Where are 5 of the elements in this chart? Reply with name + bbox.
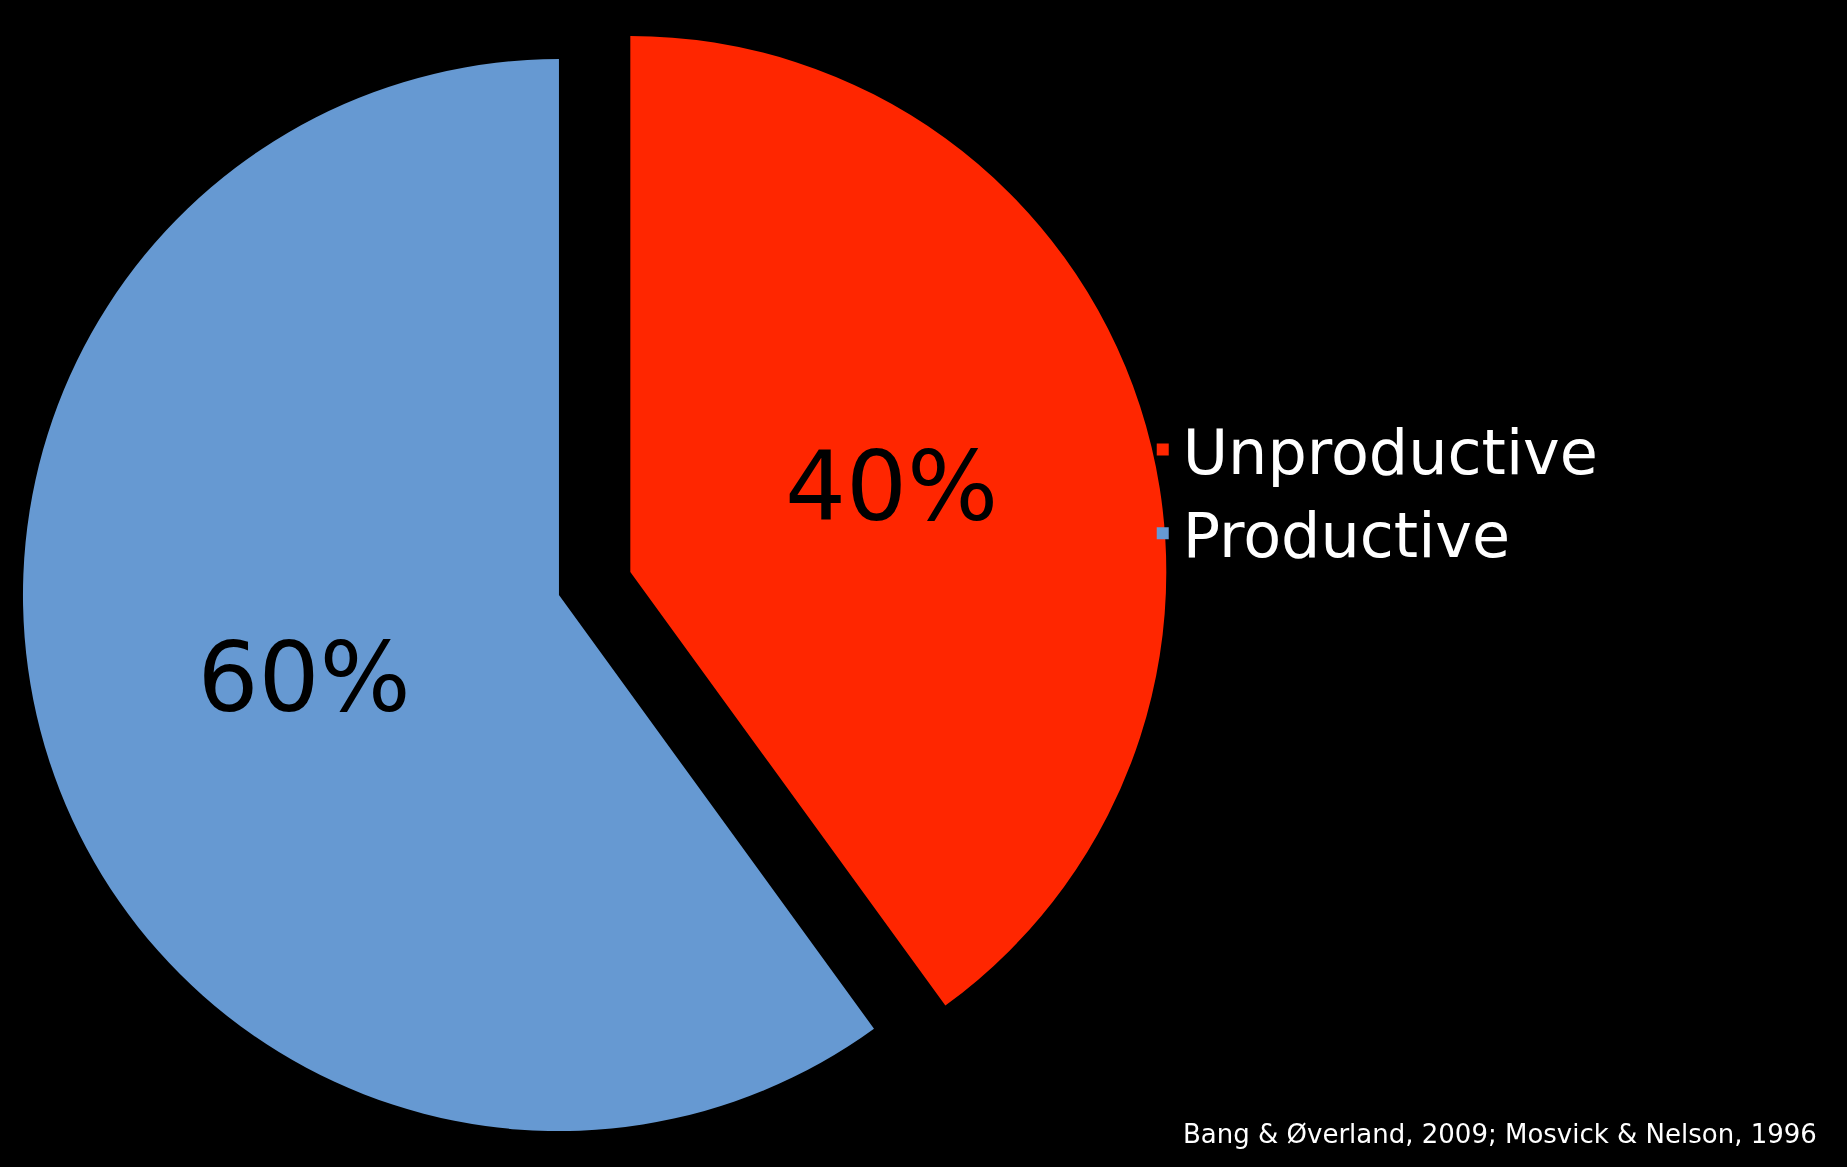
legend-label: Unproductive <box>1182 415 1598 489</box>
data-label: 40% <box>784 431 999 544</box>
data-label: 60% <box>197 621 411 734</box>
legend-label: Productive <box>1182 499 1511 573</box>
text: Bang & Øverland, 2009; Mosvick & Nelson, 1996 <box>1183 1119 1817 1149</box>
